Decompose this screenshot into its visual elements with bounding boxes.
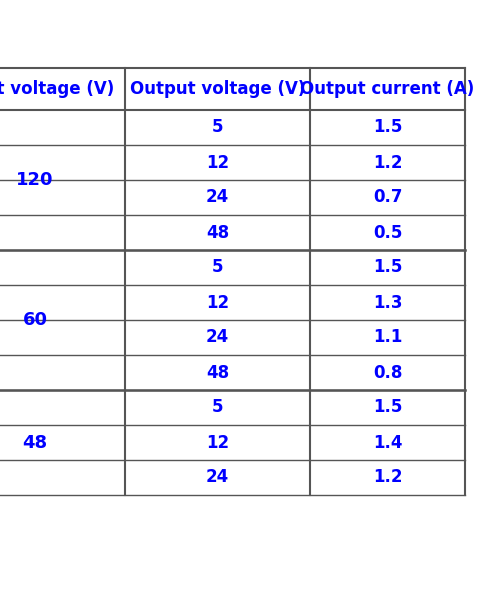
Text: Input voltage (V): Input voltage (V) [0, 80, 115, 98]
Text: 5: 5 [212, 118, 223, 136]
Text: 48: 48 [206, 223, 229, 241]
Text: 24: 24 [206, 329, 229, 346]
Text: 120: 120 [16, 171, 54, 189]
Text: 12: 12 [206, 293, 229, 311]
Text: 1.1: 1.1 [373, 329, 402, 346]
Text: 0.7: 0.7 [373, 188, 402, 206]
Text: 1.2: 1.2 [373, 469, 402, 487]
Text: Output current (A): Output current (A) [300, 80, 475, 98]
Text: 1.3: 1.3 [373, 293, 402, 311]
Text: 1.5: 1.5 [373, 118, 402, 136]
Text: 1.4: 1.4 [373, 433, 402, 451]
Text: 5: 5 [212, 259, 223, 277]
Text: 1.2: 1.2 [373, 154, 402, 172]
Text: 24: 24 [206, 469, 229, 487]
Text: 5: 5 [212, 398, 223, 416]
Text: 0.8: 0.8 [373, 364, 402, 382]
Text: 60: 60 [23, 311, 48, 329]
Text: Output voltage (V): Output voltage (V) [130, 80, 305, 98]
Text: 1.5: 1.5 [373, 398, 402, 416]
Text: 48: 48 [23, 433, 48, 451]
Text: 48: 48 [206, 364, 229, 382]
Text: 12: 12 [206, 154, 229, 172]
Text: 0.5: 0.5 [373, 223, 402, 241]
Text: 1.5: 1.5 [373, 259, 402, 277]
Text: 24: 24 [206, 188, 229, 206]
Text: 12: 12 [206, 433, 229, 451]
